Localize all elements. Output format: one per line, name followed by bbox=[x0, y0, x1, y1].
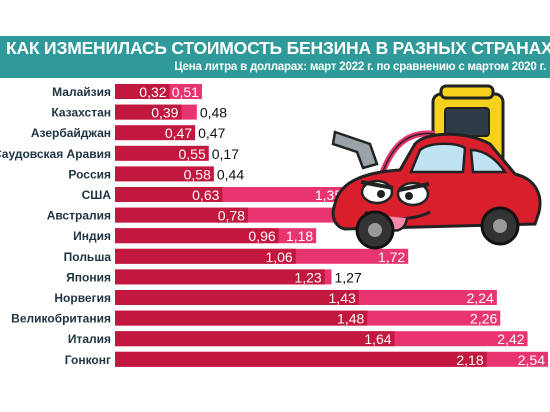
bar-2022 bbox=[115, 228, 279, 244]
country-label: Казахстан bbox=[51, 106, 111, 120]
bar-2022 bbox=[115, 331, 395, 347]
country-label: Великобритания bbox=[11, 312, 111, 326]
value-label-2020: 1,72 bbox=[378, 249, 405, 265]
bar-2022 bbox=[115, 351, 487, 367]
value-label-2022: 0,47 bbox=[165, 125, 192, 141]
value-label-2020: 0,48 bbox=[200, 105, 227, 121]
title-banner bbox=[0, 36, 550, 78]
value-label-2020: 2,24 bbox=[467, 290, 494, 306]
value-label-2022: 0,32 bbox=[139, 84, 166, 100]
country-label: Индия bbox=[73, 229, 111, 243]
country-label: Саудовская Аравия bbox=[0, 147, 111, 161]
value-label-2020: 0,51 bbox=[172, 84, 199, 100]
bar-2022 bbox=[115, 104, 182, 120]
value-label-2020: 2,42 bbox=[497, 331, 524, 347]
value-label-2022: 1,64 bbox=[364, 331, 391, 347]
value-label-2022: 0,78 bbox=[218, 208, 245, 224]
value-label-2022: 0,96 bbox=[248, 228, 275, 244]
value-label-2022: 0,58 bbox=[184, 166, 211, 182]
country-label: Малайзия bbox=[52, 85, 111, 99]
bar-2022 bbox=[115, 187, 223, 202]
value-label-2022: 1,06 bbox=[265, 249, 292, 265]
value-label-2022: 1,43 bbox=[329, 290, 356, 306]
country-label: Россия bbox=[68, 167, 111, 181]
value-label-2022: 0,63 bbox=[192, 187, 219, 203]
country-label: Гонконг bbox=[65, 353, 111, 367]
country-label: Италия bbox=[68, 332, 111, 346]
bar-2022 bbox=[115, 310, 368, 326]
cartoon-car-at-fuel-pump-icon bbox=[331, 84, 542, 250]
value-label-2020: 1,18 bbox=[286, 228, 313, 244]
bar-2022 bbox=[115, 84, 170, 99]
country-label: США bbox=[82, 188, 112, 202]
country-label: Польша bbox=[64, 250, 112, 264]
value-label-2020: 2,26 bbox=[470, 311, 497, 327]
value-label-2020: 1,27 bbox=[335, 269, 362, 285]
value-label-2022: 0,55 bbox=[179, 146, 206, 162]
value-label-2020: 2,54 bbox=[518, 352, 545, 368]
value-label-2022: 1,48 bbox=[337, 311, 364, 327]
value-label-2020: 0,17 bbox=[212, 146, 239, 162]
bar-2022 bbox=[115, 248, 296, 264]
country-label: Япония bbox=[66, 270, 111, 284]
value-label-2022: 2,18 bbox=[456, 352, 483, 368]
value-label-2022: 0,39 bbox=[151, 105, 178, 121]
bar-2022 bbox=[115, 269, 325, 285]
value-label-2020: 0,44 bbox=[217, 166, 244, 182]
country-label: Норвегия bbox=[54, 291, 111, 305]
chart-subtitle: Цена литра в долларах: март 2022 г. по с… bbox=[174, 61, 546, 73]
bar-2022 bbox=[115, 207, 248, 223]
bar-2022 bbox=[115, 145, 209, 161]
chart-title: КАК ИЗМЕНИЛАСЬ СТОИМОСТЬ БЕНЗИНА В РАЗНЫ… bbox=[6, 38, 550, 58]
value-label-2020: 0,47 bbox=[198, 125, 225, 141]
country-label: Австралия bbox=[47, 209, 111, 223]
bar-2022 bbox=[115, 290, 359, 305]
value-label-2022: 1,23 bbox=[294, 269, 321, 285]
bar-2022 bbox=[115, 166, 214, 182]
bar-2022 bbox=[115, 125, 196, 141]
country-label: Азербайджан bbox=[31, 126, 111, 140]
